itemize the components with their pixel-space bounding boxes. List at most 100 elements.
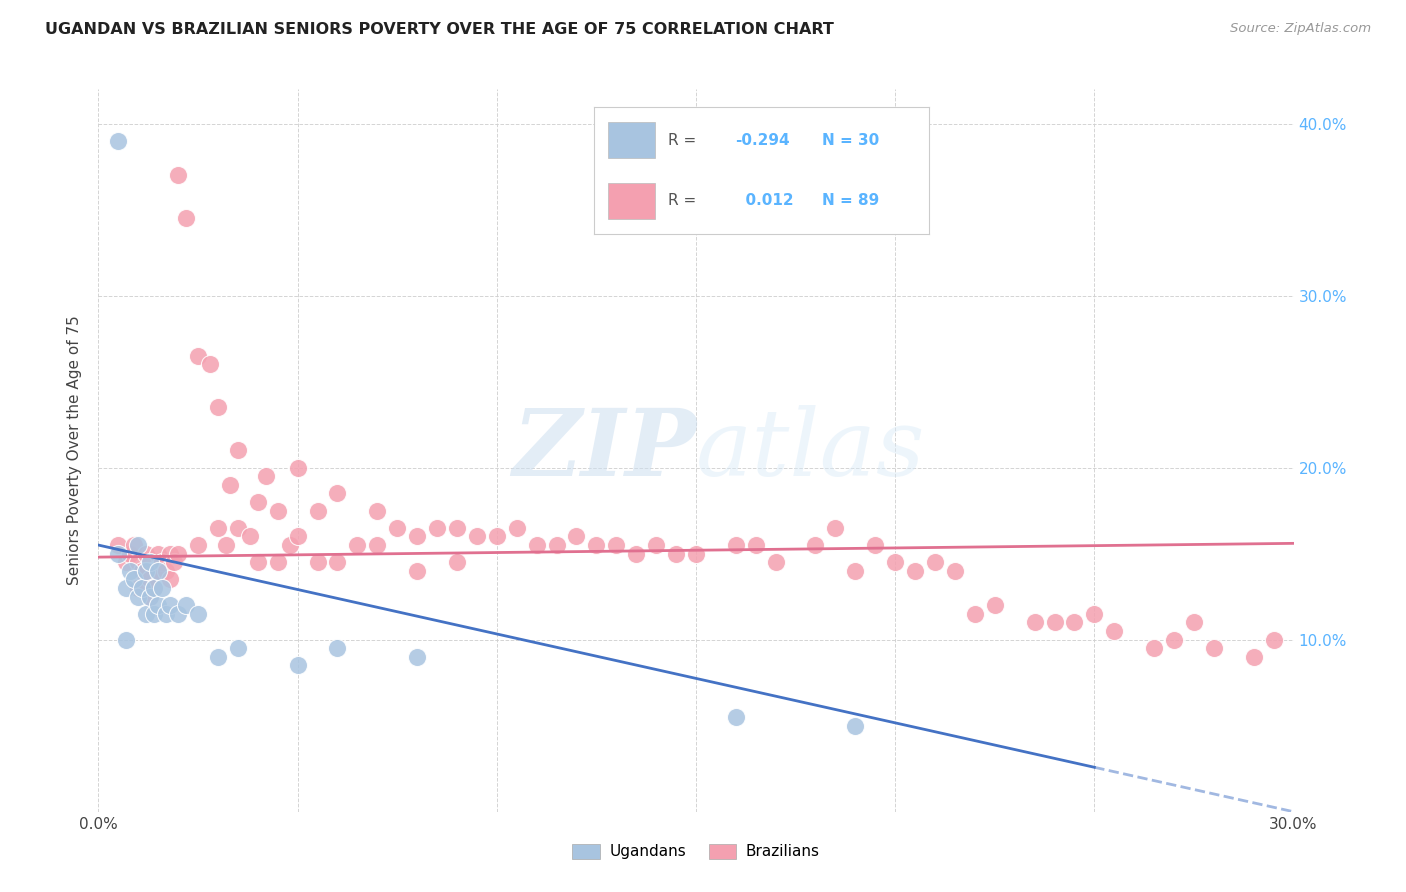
- Point: [139, 590, 162, 604]
- Point: [187, 607, 209, 621]
- Point: [406, 649, 429, 664]
- Point: [159, 599, 181, 613]
- Point: [865, 538, 887, 552]
- Point: [215, 538, 238, 552]
- Point: [127, 538, 149, 552]
- Point: [174, 599, 197, 613]
- Point: [167, 607, 190, 621]
- Point: [135, 547, 157, 561]
- Point: [120, 564, 142, 578]
- Point: [287, 529, 309, 543]
- Point: [366, 538, 388, 552]
- Text: ZIP: ZIP: [512, 406, 696, 495]
- Point: [1104, 624, 1126, 639]
- Point: [159, 547, 181, 561]
- Point: [254, 469, 277, 483]
- Point: [207, 401, 229, 415]
- Point: [127, 555, 149, 569]
- Point: [665, 547, 688, 561]
- Point: [526, 538, 548, 552]
- Point: [226, 521, 249, 535]
- Point: [174, 211, 197, 226]
- Point: [1243, 649, 1265, 664]
- Point: [465, 529, 488, 543]
- Point: [506, 521, 529, 535]
- Point: [239, 529, 262, 543]
- Point: [446, 521, 468, 535]
- Point: [326, 555, 349, 569]
- Point: [167, 168, 190, 182]
- Point: [406, 529, 429, 543]
- Point: [127, 590, 149, 604]
- Point: [124, 573, 146, 587]
- Text: atlas: atlas: [696, 406, 925, 495]
- Point: [685, 547, 707, 561]
- Point: [115, 581, 138, 595]
- Point: [406, 564, 429, 578]
- Point: [131, 581, 153, 595]
- Point: [198, 358, 221, 372]
- Point: [904, 564, 927, 578]
- Point: [187, 349, 209, 363]
- Point: [246, 495, 269, 509]
- Point: [246, 555, 269, 569]
- Point: [207, 521, 229, 535]
- Point: [326, 641, 349, 656]
- Point: [107, 134, 129, 148]
- Point: [605, 538, 627, 552]
- Point: [943, 564, 966, 578]
- Point: [226, 443, 249, 458]
- Point: [135, 564, 157, 578]
- Point: [1043, 615, 1066, 630]
- Point: [804, 538, 827, 552]
- Y-axis label: Seniors Poverty Over the Age of 75: Seniors Poverty Over the Age of 75: [67, 316, 83, 585]
- Point: [1202, 641, 1225, 656]
- Point: [884, 555, 907, 569]
- Point: [765, 555, 787, 569]
- Point: [745, 538, 768, 552]
- Point: [924, 555, 946, 569]
- Point: [1143, 641, 1166, 656]
- Point: [139, 590, 162, 604]
- Point: [143, 581, 166, 595]
- Point: [139, 555, 162, 569]
- Point: [366, 503, 388, 517]
- Point: [546, 538, 568, 552]
- Point: [485, 529, 508, 543]
- Point: [107, 547, 129, 561]
- Point: [127, 581, 149, 595]
- Point: [565, 529, 588, 543]
- Point: [426, 521, 449, 535]
- Point: [1163, 632, 1185, 647]
- Text: Source: ZipAtlas.com: Source: ZipAtlas.com: [1230, 22, 1371, 36]
- Point: [135, 564, 157, 578]
- Point: [307, 555, 329, 569]
- Point: [385, 521, 409, 535]
- Point: [159, 573, 181, 587]
- Point: [155, 607, 177, 621]
- Point: [124, 538, 146, 552]
- Point: [115, 632, 138, 647]
- Point: [278, 538, 301, 552]
- Point: [226, 641, 249, 656]
- Point: [167, 547, 190, 561]
- Point: [626, 547, 648, 561]
- Point: [150, 555, 173, 569]
- Point: [307, 503, 329, 517]
- Point: [824, 521, 846, 535]
- Point: [963, 607, 986, 621]
- Point: [115, 555, 138, 569]
- Point: [148, 547, 170, 561]
- Point: [1182, 615, 1205, 630]
- Point: [143, 581, 166, 595]
- Point: [645, 538, 668, 552]
- Point: [135, 607, 157, 621]
- Text: UGANDAN VS BRAZILIAN SENIORS POVERTY OVER THE AGE OF 75 CORRELATION CHART: UGANDAN VS BRAZILIAN SENIORS POVERTY OVE…: [45, 22, 834, 37]
- Point: [1063, 615, 1085, 630]
- Point: [346, 538, 368, 552]
- Point: [139, 573, 162, 587]
- Point: [107, 538, 129, 552]
- Point: [326, 486, 349, 500]
- Point: [207, 649, 229, 664]
- Point: [120, 547, 142, 561]
